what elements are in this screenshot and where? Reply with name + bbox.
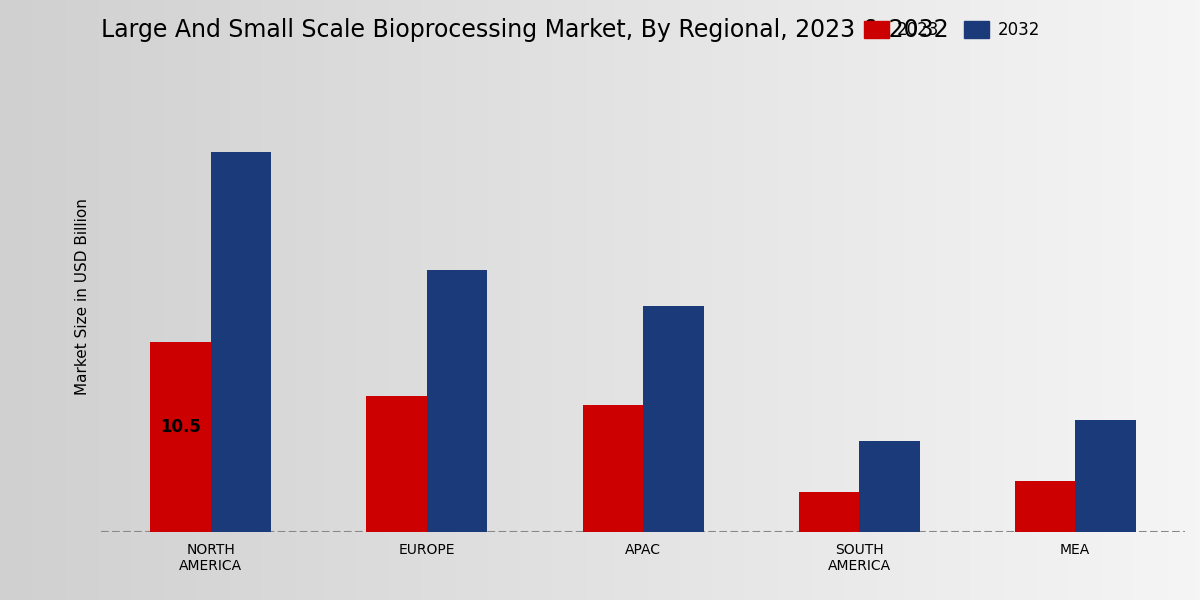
Bar	[582, 405, 643, 532]
Bar	[150, 342, 211, 532]
Bar	[1015, 481, 1075, 532]
Legend: 2023, 2032: 2023, 2032	[857, 14, 1046, 46]
Bar	[427, 270, 487, 532]
Text: Large And Small Scale Bioprocessing Market, By Regional, 2023 & 2032: Large And Small Scale Bioprocessing Mark…	[101, 18, 949, 42]
Text: 10.5: 10.5	[160, 418, 202, 436]
Bar	[366, 396, 427, 532]
Bar	[799, 492, 859, 532]
Bar	[643, 306, 703, 532]
Bar	[211, 152, 271, 532]
Y-axis label: Market Size in USD Billion: Market Size in USD Billion	[74, 199, 90, 395]
Bar	[1075, 420, 1135, 532]
Bar	[859, 442, 919, 532]
